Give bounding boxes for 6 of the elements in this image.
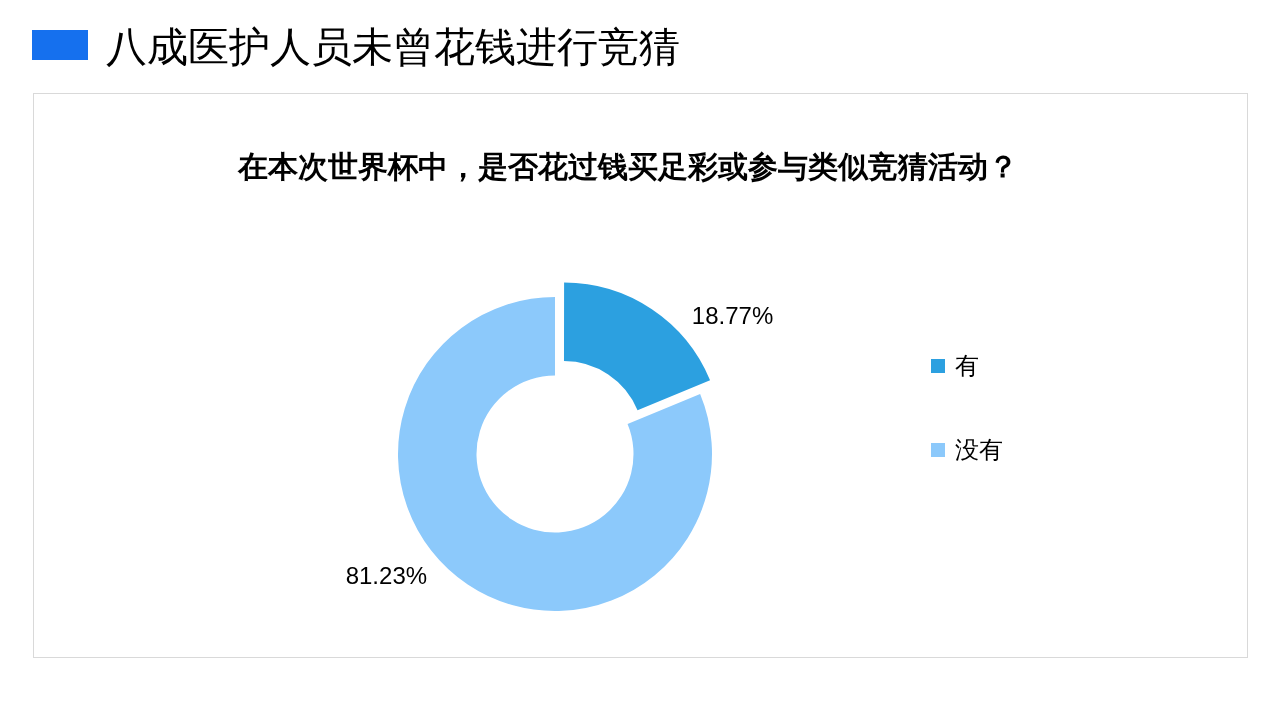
chart-subtitle: 在本次世界杯中，是否花过钱买足彩或参与类似竞猜活动？ (236, 150, 1019, 184)
chart-title: 八成医护人员未曾花钱进行竞猜 (106, 24, 680, 70)
data-label: 18.77% (691, 301, 774, 329)
legend-label: 没有 (955, 435, 1003, 463)
data-label: 81.23% (345, 562, 428, 590)
legend-label: 有 (955, 351, 979, 379)
